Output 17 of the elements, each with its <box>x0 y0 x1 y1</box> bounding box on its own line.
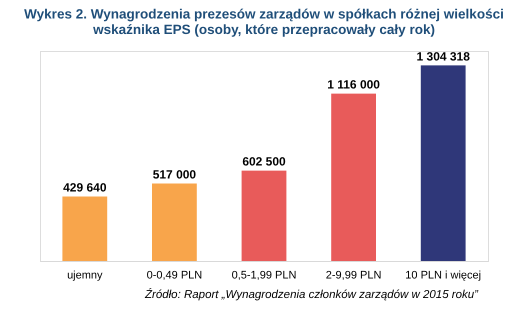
x-tick-label: 0-0,49 PLN <box>146 270 202 282</box>
x-tick-label: 2-9,99 PLN <box>326 270 382 282</box>
data-label: 517 000 <box>152 167 196 182</box>
text: Źródło: Raport „Wynagrodzenia członków zarządów w 2015 roku” <box>144 288 480 301</box>
x-tick-label: 10 PLN i więcej <box>405 270 482 282</box>
data-label: 1 116 000 <box>327 78 380 92</box>
bar <box>242 170 286 261</box>
bar <box>331 94 376 261</box>
bar <box>62 196 108 261</box>
chart-title: Wykres 2. Wynagrodzenia prezesów zarządów w spółkach różnej wielkości wskaźnika EPS (osoby, które przepracowały cały rok) <box>24 6 504 37</box>
bar <box>152 183 197 261</box>
data-label: 1 304 318 <box>416 49 470 64</box>
data-label: 429 640 <box>63 180 107 195</box>
data-label: 602 500 <box>242 154 286 169</box>
x-tick-label: ujemny <box>67 270 104 282</box>
bar <box>420 65 466 261</box>
x-tick-label: 0,5-1,99 PLN <box>232 270 296 282</box>
